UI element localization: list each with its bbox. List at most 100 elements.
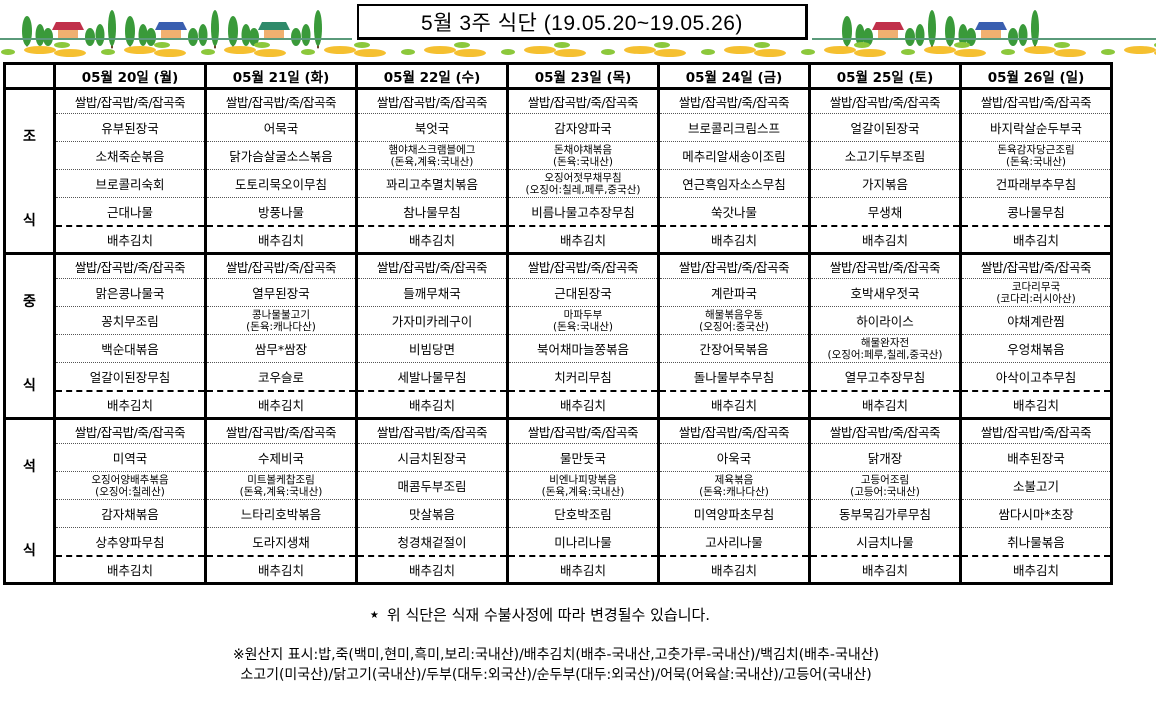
meal-label-char: 중 [23, 294, 36, 310]
menu-row: 맑은콩나물국 열무된장국 들깨무채국 근대된장국 계란파국 호박새우젓국 코다리무국 (코다… [5, 278, 1113, 307]
leaf-icon [454, 42, 470, 48]
menu-item: 우엉채볶음 [959, 334, 1113, 363]
house-icon [161, 30, 181, 39]
kimchi-item: 배추김치 [355, 390, 509, 420]
leaf-icon [1001, 49, 1015, 55]
tree-icon [211, 10, 219, 46]
star-icon: ★ [369, 610, 379, 621]
roof-icon [975, 22, 1007, 30]
menu-row: 배추김치 배추김치 배추김치 배추김치 배추김치 배추김치 배추김치 [5, 390, 1113, 420]
rice-item: 쌀밥/잡곡밥/죽/잡곡죽 [808, 253, 962, 279]
flower-icon [124, 46, 156, 54]
menu-item: 마파두부 (돈육:국내산) [506, 306, 660, 335]
leaf-icon [201, 49, 215, 55]
flower-icon [524, 46, 556, 54]
menu-item: 소불고기 [959, 471, 1113, 500]
menu-item: 얼갈이된장국 [808, 113, 962, 142]
menu-item: 바지락살순두부국 [959, 113, 1113, 142]
menu-item: 해물완자전 (오징어:페루,칠레,중국산) [808, 334, 962, 363]
flower-icon [724, 46, 756, 54]
tree-icon [855, 24, 865, 46]
day-header: 05월 20일 (월) [53, 62, 207, 90]
menu-item: 단호박조림 [506, 499, 660, 528]
menu-item: 시금치된장국 [355, 443, 509, 472]
rice-item: 쌀밥/잡곡밥/죽/잡곡죽 [959, 88, 1113, 114]
menu-item: 취나물볶음 [959, 527, 1113, 557]
leaf-icon [501, 49, 515, 55]
flower-icon [954, 49, 986, 57]
flower-icon [24, 46, 56, 54]
tree-icon [1008, 28, 1018, 46]
roof-icon [258, 22, 290, 30]
menu-item: 하이라이스 [808, 306, 962, 335]
kimchi-item: 배추김치 [53, 390, 207, 420]
kimchi-item: 배추김치 [657, 555, 811, 585]
origin-line-1: ※원산지 표시:밥,죽(백미,현미,흑미,보리:국내산)/배추김치(배추-국내산… [232, 647, 880, 663]
tree-icon [43, 28, 53, 46]
menu-item: 고사리나물 [657, 527, 811, 557]
menu-item: 미트볼케찹조림 (돈육,계육:국내산) [204, 471, 358, 500]
meal-label-char: 식 [23, 543, 36, 559]
menu-item: 햄야채스크램블에그 (돈육,계육:국내산) [355, 141, 509, 170]
flower-icon [754, 49, 786, 57]
menu-item: 백순대볶음 [53, 334, 207, 363]
menu-item: 닭개장 [808, 443, 962, 472]
kimchi-item: 배추김치 [808, 225, 962, 255]
leaf-icon [154, 42, 170, 48]
menu-item: 소채죽순볶음 [53, 141, 207, 170]
leaf-icon [554, 42, 570, 48]
kimchi-item: 배추김치 [506, 390, 660, 420]
rice-item: 쌀밥/잡곡밥/죽/잡곡죽 [959, 253, 1113, 279]
menu-row: 꽁치무조림 콩나물불고기 (돈육:캐나다산) 가자미카레구이 마파두부 (돈육:국내산… [5, 306, 1113, 335]
menu-item: 호박새우젓국 [808, 278, 962, 307]
menu-item: 쌈무*쌈장 [204, 334, 358, 363]
rice-item: 쌀밥/잡곡밥/죽/잡곡죽 [53, 418, 207, 444]
menu-item: 비엔나피망볶음 (돈육,계육:국내산) [506, 471, 660, 500]
leaf-icon [901, 49, 915, 55]
menu-item: 얼갈이된장무침 [53, 362, 207, 392]
menu-row: 배추김치 배추김치 배추김치 배추김치 배추김치 배추김치 배추김치 [5, 225, 1113, 255]
kimchi-item: 배추김치 [959, 390, 1113, 420]
kimchi-item: 배추김치 [204, 555, 358, 585]
rice-item: 쌀밥/잡곡밥/죽/잡곡죽 [53, 253, 207, 279]
menu-row: 브로콜리숙회 도토리묵오이무침 꽈리고추멸치볶음 오징어젓무채무침 (오징어:칠레,페… [5, 169, 1113, 198]
flower-icon [554, 49, 586, 57]
leaf-icon [301, 49, 315, 55]
menu-item: 꽈리고추멸치볶음 [355, 169, 509, 198]
ground-line [812, 38, 1156, 40]
rice-item: 쌀밥/잡곡밥/죽/잡곡죽 [204, 88, 358, 114]
ground-line [0, 38, 352, 40]
meal-label-char: 석 [23, 459, 36, 475]
menu-item: 배추된장국 [959, 443, 1113, 472]
flower-icon [654, 49, 686, 57]
corner-cell [3, 62, 56, 90]
menu-item: 근대나물 [53, 197, 207, 227]
menu-item: 꽁치무조림 [53, 306, 207, 335]
menu-item: 돈육감자당근조림 (돈육:국내산) [959, 141, 1113, 170]
menu-item: 매콤두부조림 [355, 471, 509, 500]
menu-item: 시금치나물 [808, 527, 962, 557]
roof-icon [52, 22, 84, 30]
menu-row: 근대나물 방풍나물 참나물무침 비름나물고추장무침 쑥갓나물 무생채 콩나물무침 [5, 197, 1113, 227]
kimchi-item: 배추김치 [657, 225, 811, 255]
tree-icon [842, 16, 852, 46]
menu-item: 야채계란찜 [959, 306, 1113, 335]
rice-item: 쌀밥/잡곡밥/죽/잡곡죽 [657, 88, 811, 114]
flower-icon [924, 46, 956, 54]
menu-item: 브로콜리숙회 [53, 169, 207, 198]
decorative-banner [0, 10, 1156, 57]
rice-item: 쌀밥/잡곡밥/죽/잡곡죽 [355, 418, 509, 444]
menu-item: 콩나물불고기 (돈육:캐나다산) [204, 306, 358, 335]
tree-icon [228, 16, 238, 46]
menu-item: 메추리알새송이조림 [657, 141, 811, 170]
house-icon [264, 30, 284, 39]
change-notice: ★ 위 식단은 식재 수불사정에 따라 변경될수 있습니다. [0, 604, 1080, 625]
menu-item: 가지볶음 [808, 169, 962, 198]
flower-icon [54, 49, 86, 57]
menu-item: 어묵국 [204, 113, 358, 142]
leaf-icon [101, 49, 115, 55]
menu-item: 수제비국 [204, 443, 358, 472]
menu-row: 유부된장국 어묵국 북엇국 감자양파국 브로콜리크림스프 얼갈이된장국 바지락살순두부국 [5, 113, 1113, 142]
